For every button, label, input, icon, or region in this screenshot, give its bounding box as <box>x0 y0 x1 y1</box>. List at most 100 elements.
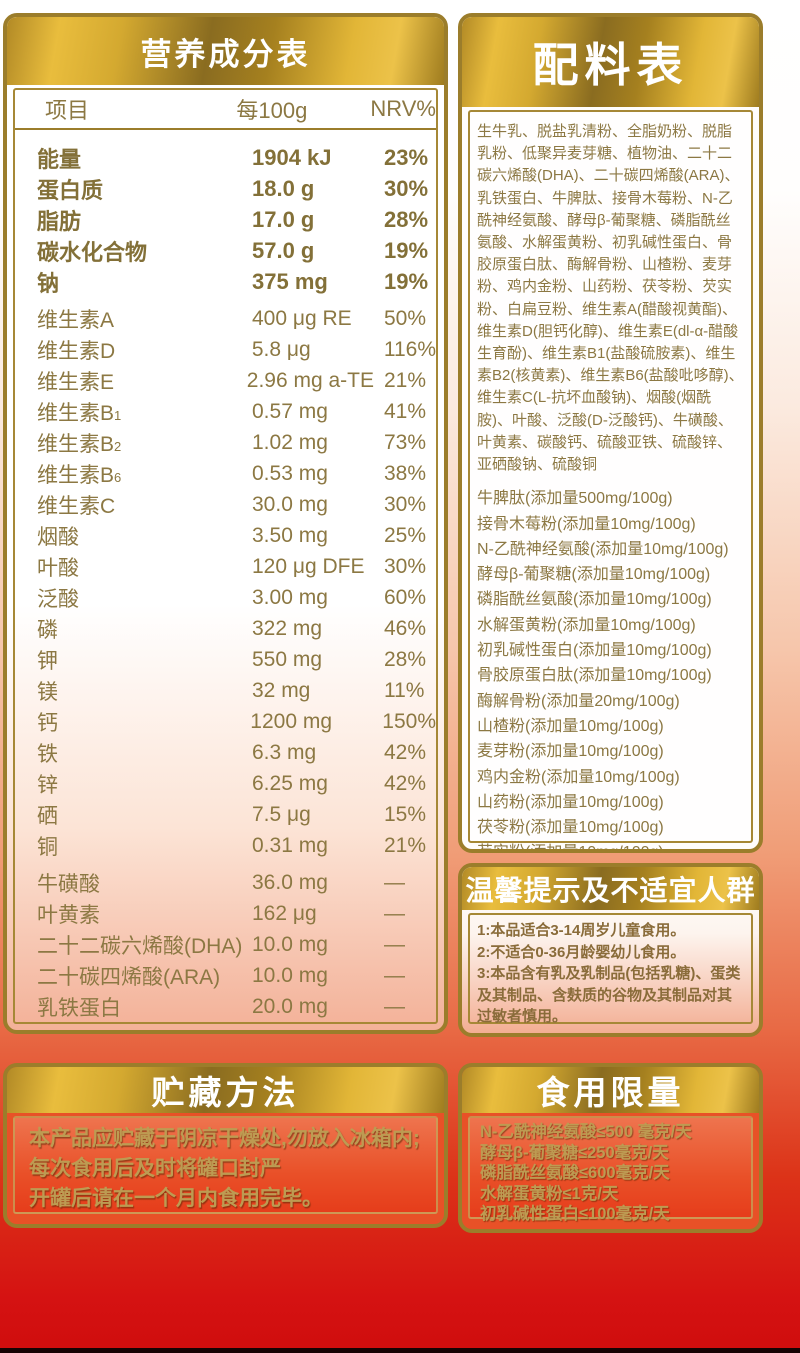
nutrition-row: 维生素D 5.8 μg 116% <box>15 334 436 365</box>
storage-content: 本产品应贮藏于阴凉干燥处,勿放入冰箱内; 每次食用后及时将罐口封严 开罐后请在一… <box>13 1116 438 1214</box>
nutrient-nrv: — <box>384 901 405 925</box>
nutrient-name: 磷 <box>37 618 58 642</box>
nutrient-value: 322 mg <box>252 616 323 640</box>
nutrition-title-band: 营养成分表 <box>7 17 444 85</box>
nutrient-nrv: 50% <box>384 306 427 330</box>
additive-line: 酶解骨粉(添加量20mg/100g) <box>477 692 680 710</box>
right-column: 配料表 生牛乳、脱盐乳清粉、全脂奶粉、脱脂乳粉、低聚异麦芽糖、植物油、二十二碳六… <box>458 13 763 1233</box>
ingredients-text: 生牛乳、脱盐乳清粉、全脂奶粉、脱脂乳粉、低聚异麦芽糖、植物油、二十二碳六烯酸(D… <box>477 123 744 474</box>
nutrition-row: 二十碳四烯酸(ARA) 10.0 mg — <box>15 960 436 991</box>
nutrient-name: 能量 <box>37 146 82 172</box>
additive-line: 骨胶原蛋白肽(添加量10mg/100g) <box>477 667 712 685</box>
nutrient-value: 1904 kJ <box>252 144 332 170</box>
nutrition-row: 硒 7.5 μg 15% <box>15 799 436 830</box>
label-columns: 营养成分表 项目 每100g NRV% 能量 1904 kJ <box>3 13 763 1233</box>
nutrient-name: 叶黄素 <box>37 903 100 927</box>
column-per-100g: 每100g <box>236 98 308 123</box>
additive-list: 牛脾肽(添加量500mg/100g) 接骨木莓粉(添加量10mg/100g) N… <box>470 476 751 849</box>
nutrient-nrv: 38% <box>384 461 427 485</box>
nutrient-nrv: 46% <box>384 616 427 640</box>
nutrient-nrv: 28% <box>384 647 427 671</box>
additive-line: 初乳碱性蛋白(添加量10mg/100g) <box>477 642 712 660</box>
nutrient-name: 烟酸 <box>37 525 79 549</box>
nutrient-value: 2.96 mg a-TE <box>246 368 374 392</box>
nutrient-nrv: 60% <box>384 585 427 609</box>
nutrient-value: 162 μg <box>252 901 317 925</box>
tip-line: 1:本品适合3-14周岁儿童食用。 <box>477 922 686 939</box>
limit-line: 水解蛋黄粉≤1克/天 <box>480 1184 619 1203</box>
nutrient-name: 维生素B2 <box>37 432 122 456</box>
storage-title: 贮藏方法 <box>151 1074 300 1111</box>
nutrition-row: 维生素B1 0.57 mg 41% <box>15 396 436 427</box>
nutrition-row: 维生素A 400 μg RE 50% <box>15 303 436 334</box>
nutrition-row: 能量 1904 kJ 23% <box>15 142 436 173</box>
nutrient-value: 57.0 g <box>252 237 315 263</box>
additive-line: 接骨木莓粉(添加量10mg/100g) <box>477 515 696 533</box>
additive-line: 麦芽粉(添加量10mg/100g) <box>477 743 664 761</box>
nutrient-value: 30.0 mg <box>252 492 328 516</box>
nutrient-nrv: 25% <box>384 523 427 547</box>
nutrition-row: 磷 322 mg 46% <box>15 613 436 644</box>
nutrient-value: 6.3 mg <box>252 740 317 764</box>
nutrient-value: 3.00 mg <box>252 585 328 609</box>
nutrient-value: 6.25 mg <box>252 771 328 795</box>
additive-line: 酵母β-葡聚糖(添加量10mg/100g) <box>477 566 711 584</box>
nutrient-value: 7.5 μg <box>252 802 311 826</box>
nutrition-row: 叶黄素 162 μg — <box>15 898 436 929</box>
nutrient-value: 32 mg <box>252 678 311 702</box>
nutrition-row: 维生素B6 0.53 mg 38% <box>15 458 436 489</box>
nutrient-value: 10.0 mg <box>252 932 328 956</box>
nutrient-nrv: 23% <box>384 144 429 170</box>
nutrient-nrv: 19% <box>384 268 429 294</box>
nutrient-name: 泛酸 <box>37 587 79 611</box>
limit-line: N-乙酰神经氨酸≤500 毫克/天 <box>480 1123 692 1141</box>
ingredients-title-band: 配料表 <box>462 17 759 107</box>
nutrient-name: 维生素D <box>37 339 116 363</box>
nutrient-nrv: 30% <box>384 554 427 578</box>
additive-line: 磷脂酰丝氨酸(添加量10mg/100g) <box>477 591 712 609</box>
column-nrv: NRV% <box>370 96 436 121</box>
limit-line: 初乳碱性蛋白≤100毫克/天 <box>480 1205 670 1223</box>
nutrient-nrv: 41% <box>384 399 427 423</box>
nutrient-name: 脂肪 <box>37 208 82 234</box>
nutrient-nrv: 30% <box>384 175 429 201</box>
nutrient-name: 钾 <box>37 649 58 673</box>
nutrient-value: 120 μg DFE <box>252 554 365 578</box>
nutrient-nrv: 42% <box>384 771 427 795</box>
ingredients-content: 生牛乳、脱盐乳清粉、全脂奶粉、脱脂乳粉、低聚异麦芽糖、植物油、二十二碳六烯酸(D… <box>468 110 753 849</box>
nutrition-row: 维生素B2 1.02 mg 73% <box>15 427 436 458</box>
nutrition-row: 钾 550 mg 28% <box>15 644 436 675</box>
nutrient-name: 镁 <box>37 680 58 704</box>
tips-title-band: 温馨提示及不适宜人群 <box>462 867 759 910</box>
nutrient-value: 36.0 mg <box>252 870 328 894</box>
nutrient-name: 牛磺酸 <box>37 872 100 896</box>
nutrient-nrv: 116% <box>383 337 436 361</box>
nutrient-name: 维生素C <box>37 494 116 518</box>
nutrient-value: 0.53 mg <box>252 461 328 485</box>
nutrient-nrv: 73% <box>384 430 427 454</box>
nutrient-value: 1.02 mg <box>252 430 328 454</box>
column-item: 项目 <box>45 98 90 123</box>
nutrient-nrv: 42% <box>384 740 427 764</box>
nutrition-row: 锌 6.25 mg 42% <box>15 768 436 799</box>
nutrition-row: 脂肪 17.0 g 28% <box>15 204 436 235</box>
nutrient-name: 锌 <box>37 773 58 797</box>
limits-title-band: 食用限量 <box>462 1067 759 1113</box>
nutrient-name: 铁 <box>37 742 58 766</box>
additive-line: 鸡内金粉(添加量10mg/100g) <box>477 768 680 786</box>
nutrition-row: 牛磺酸 36.0 mg — <box>15 867 436 898</box>
nutrition-row: 烟酸 3.50 mg 25% <box>15 520 436 551</box>
additive-line: N-乙酰神经氨酸(添加量10mg/100g) <box>477 540 729 558</box>
nutrient-name: 二十二碳六烯酸(DHA) <box>37 934 243 958</box>
limit-line: 磷脂酰丝氨酸≤600毫克/天 <box>480 1164 670 1182</box>
nutrition-row: 碳水化合物 57.0 g 19% <box>15 235 436 266</box>
limit-line: 酵母β-葡聚糖≤250毫克/天 <box>480 1143 669 1162</box>
nutrition-row: 泛酸 3.00 mg 60% <box>15 582 436 613</box>
tips-title: 温馨提示及不适宜人群 <box>465 874 756 906</box>
additive-line: 山药粉(添加量10mg/100g) <box>477 793 664 811</box>
nutrient-name: 叶酸 <box>37 556 79 580</box>
nutrient-value: 550 mg <box>252 647 323 671</box>
nutrient-name: 维生素A <box>37 308 115 332</box>
tips-panel: 温馨提示及不适宜人群 1:本品适合3-14周岁儿童食用。 2:不适合0-36月龄… <box>458 863 763 1037</box>
limits-content: N-乙酰神经氨酸≤500 毫克/天 酵母β-葡聚糖≤250毫克/天 磷脂酰丝氨酸… <box>468 1116 753 1223</box>
